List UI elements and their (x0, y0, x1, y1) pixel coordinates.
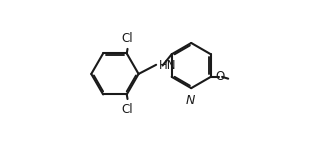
Text: Cl: Cl (122, 32, 133, 45)
Text: N: N (186, 94, 196, 107)
Text: HN: HN (159, 59, 177, 72)
Text: O: O (215, 70, 225, 83)
Text: Cl: Cl (122, 103, 133, 116)
